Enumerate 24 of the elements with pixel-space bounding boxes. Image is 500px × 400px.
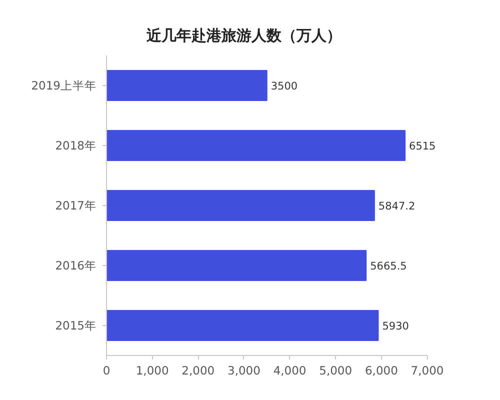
bar [106, 190, 375, 221]
bar [106, 130, 406, 161]
bar [106, 250, 367, 281]
data-label: 3500 [270, 80, 298, 92]
bar [106, 310, 379, 341]
data-label: 5665.5 [370, 260, 407, 272]
y-tick-label: 2019上半年 [31, 78, 97, 92]
x-tick-label: 4,000 [273, 364, 306, 378]
chart-title: 近几年赴港旅游人数（万人） [146, 26, 342, 44]
bar [106, 70, 268, 101]
x-tick-label: 2,000 [182, 364, 215, 378]
data-label: 6515 [409, 140, 436, 152]
y-tick-label: 2018年 [55, 138, 97, 152]
y-tick-label: 2015年 [55, 318, 97, 332]
x-tick-label: 1,000 [136, 364, 169, 378]
x-tick-label: 7,000 [410, 364, 444, 378]
y-tick-label: 2016年 [55, 258, 97, 272]
x-tick-label: 0 [102, 364, 110, 378]
x-tick-label: 3,000 [228, 364, 260, 378]
x-tick-label: 6,000 [364, 364, 398, 378]
data-label: 5930 [382, 320, 409, 332]
data-label: 5847.2 [378, 200, 416, 212]
x-tick-label: 5,000 [319, 364, 352, 378]
y-tick-label: 2017年 [55, 198, 97, 212]
